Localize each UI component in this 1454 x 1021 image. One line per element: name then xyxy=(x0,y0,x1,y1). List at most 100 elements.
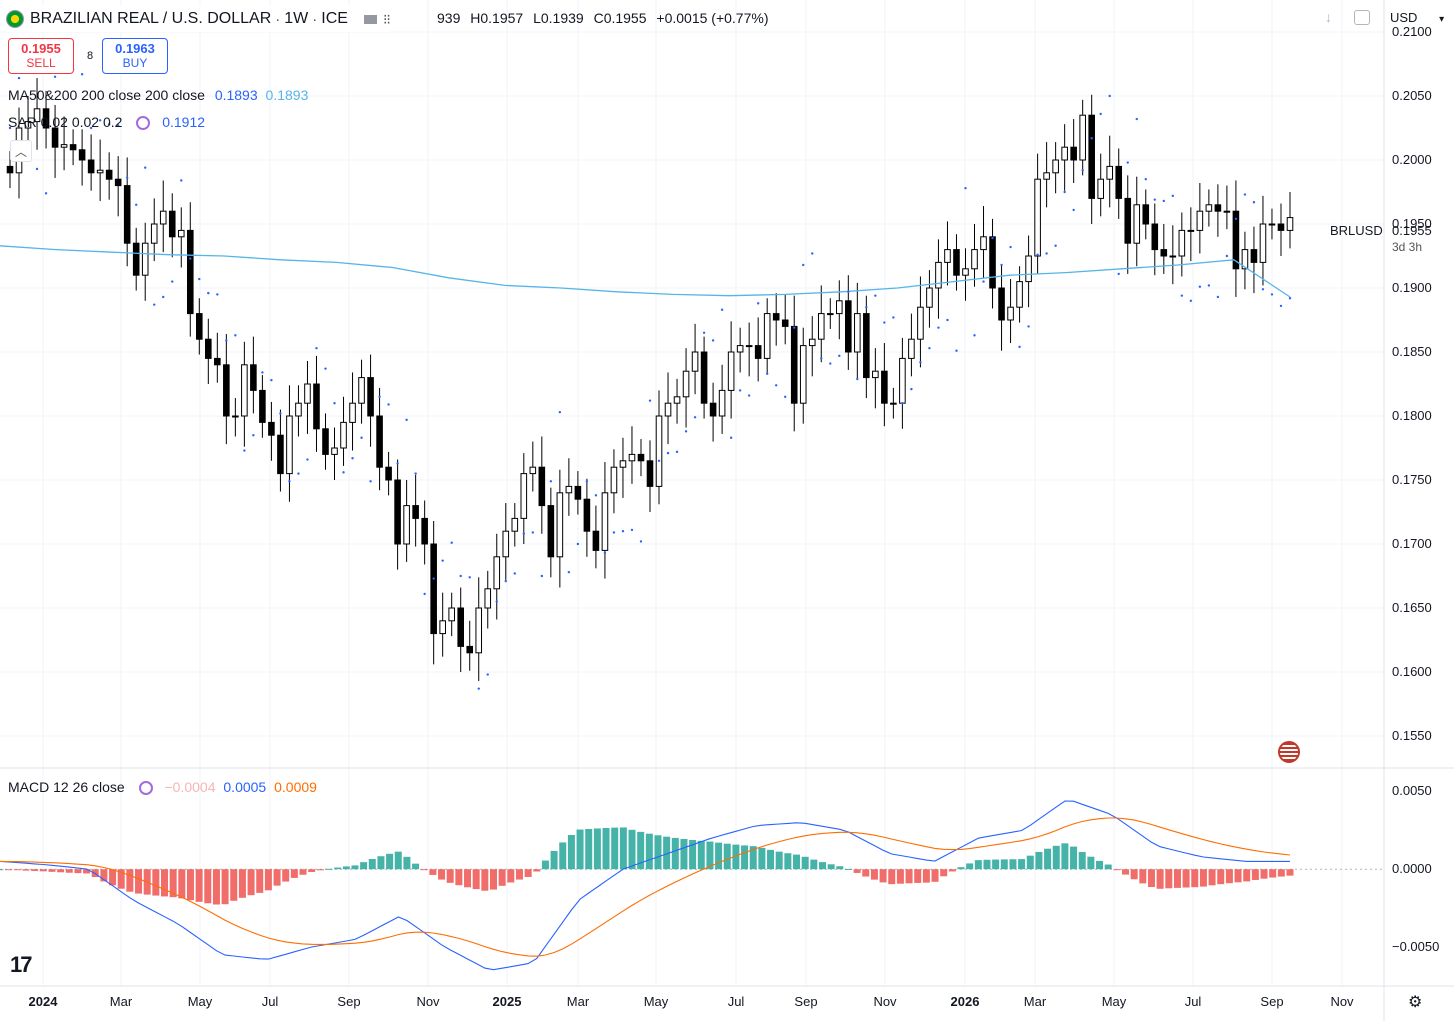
high-value: H0.1957 xyxy=(470,10,524,26)
macd-histogram-bar xyxy=(100,869,108,882)
sar-dot xyxy=(450,541,453,544)
macd-histogram-bar xyxy=(645,833,653,870)
sar-legend[interactable]: SAR 0.02 0.02 0.2 0.1912 xyxy=(8,114,205,130)
candle-body xyxy=(268,421,275,436)
candle-body xyxy=(763,313,771,359)
candle-body xyxy=(304,383,311,404)
macd-histogram-bar xyxy=(386,853,394,870)
candle-body xyxy=(989,236,996,289)
sar-dot xyxy=(729,436,733,439)
interval-label[interactable]: 1W xyxy=(284,10,309,27)
currency-select[interactable]: USD ▾ xyxy=(1390,10,1444,25)
candle-body xyxy=(863,313,870,379)
candle-body xyxy=(466,645,474,654)
sar-dot xyxy=(1234,217,1238,221)
macd-histogram-bar xyxy=(1018,859,1026,870)
ma-legend[interactable]: MA50&200 200 close 200 close 0.1893 0.18… xyxy=(8,87,308,103)
macd-histogram-bar xyxy=(221,869,229,905)
candle-body xyxy=(1250,249,1258,263)
signal-line xyxy=(0,817,1291,957)
macd-histogram-bar xyxy=(1044,848,1052,870)
macd-histogram-bar xyxy=(256,869,264,893)
macd-histogram-bar xyxy=(974,860,982,870)
sar-dot xyxy=(1018,345,1021,349)
macd-histogram-bar xyxy=(559,842,567,870)
sar-dot xyxy=(1261,288,1265,291)
sar-dot xyxy=(513,572,516,575)
sar-dot xyxy=(486,673,489,676)
macd-histogram-bar xyxy=(1009,859,1017,870)
macd-loading-icon xyxy=(138,781,153,795)
compare-icon[interactable] xyxy=(363,14,377,24)
sar-value: 0.1912 xyxy=(162,114,206,130)
candle-body xyxy=(917,306,924,340)
macd-histogram-bar xyxy=(1251,869,1259,880)
macd-histogram-bar xyxy=(749,846,757,870)
sar-dot xyxy=(125,176,129,180)
sar-dot xyxy=(44,192,48,195)
sar-dot xyxy=(1000,263,1003,267)
fullscreen-icon[interactable] xyxy=(1354,10,1370,25)
macd-legend[interactable]: MACD 12 26 close −0.0004 0.0005 0.0009 xyxy=(8,779,317,795)
us-flag-icon[interactable] xyxy=(1278,741,1300,763)
sar-dot xyxy=(459,574,462,578)
candle-body xyxy=(700,351,708,404)
sar-dot xyxy=(279,412,282,415)
candle-body xyxy=(214,357,221,366)
macd-histogram-bar xyxy=(637,831,645,870)
macd-histogram-bar xyxy=(706,841,714,870)
tradingview-logo[interactable]: 17 xyxy=(10,952,33,977)
sar-dot xyxy=(991,236,994,240)
sar-dot xyxy=(1171,194,1175,198)
macd-histogram-bar xyxy=(429,869,437,875)
candle-body xyxy=(141,242,149,276)
macd-histogram-bar xyxy=(983,859,991,870)
candle-body xyxy=(556,492,564,558)
gear-icon[interactable]: ⚙ xyxy=(1408,994,1423,1011)
sar-dot xyxy=(811,252,814,255)
sar-dot xyxy=(225,339,228,342)
candle-body xyxy=(691,351,699,372)
candle-body xyxy=(367,377,374,417)
time-axis-label: 2025 xyxy=(492,994,522,1009)
sar-dot xyxy=(919,361,922,364)
sar-dot xyxy=(315,346,318,350)
candle-body xyxy=(159,210,167,225)
candle-body xyxy=(502,530,510,558)
macd-histogram-bar xyxy=(160,869,168,897)
sar-dot xyxy=(1027,325,1030,328)
macd-histogram-bar xyxy=(334,867,342,870)
macd-histogram-bar xyxy=(784,853,792,870)
candle-body xyxy=(646,460,654,487)
symbol-header[interactable]: BRAZILIAN REAL / U.S. DOLLAR · 1W · ICE … xyxy=(6,6,391,32)
macd-histogram-bar xyxy=(1096,860,1104,870)
macd-histogram-bar xyxy=(888,869,896,885)
buy-button[interactable]: 0.1963 BUY xyxy=(102,38,168,74)
sar-dot xyxy=(1090,137,1093,140)
macd-histogram-bar xyxy=(1165,869,1173,889)
sar-dot xyxy=(666,451,670,455)
candle-body xyxy=(322,428,329,455)
sar-dot xyxy=(567,570,571,574)
sar-dot xyxy=(504,579,507,583)
sell-button[interactable]: 0.1955 SELL xyxy=(8,38,74,74)
candle-body xyxy=(1052,159,1059,174)
sar-dot xyxy=(360,436,363,439)
macd-histogram-bar xyxy=(957,867,965,870)
time-axis-label: Mar xyxy=(1023,994,1047,1009)
sar-dot xyxy=(675,450,679,454)
macd-histogram-bar xyxy=(1122,869,1130,875)
macd-histogram-bar xyxy=(1225,869,1233,884)
candle-body xyxy=(637,453,645,462)
symbol-title[interactable]: BRAZILIAN REAL / U.S. DOLLAR xyxy=(30,10,272,27)
candle-body xyxy=(87,159,95,174)
sar-dot xyxy=(648,399,652,402)
macd-histogram-bar xyxy=(1139,869,1147,884)
candle-body xyxy=(1034,178,1041,257)
sar-dot xyxy=(1153,198,1156,201)
arrow-down-icon[interactable]: ↓ xyxy=(1325,9,1332,25)
collapse-legend-button[interactable]: ︿ xyxy=(10,140,32,162)
macd-histogram-bar xyxy=(0,869,4,871)
more-dots-icon[interactable]: ⁝⁝ xyxy=(382,10,391,27)
